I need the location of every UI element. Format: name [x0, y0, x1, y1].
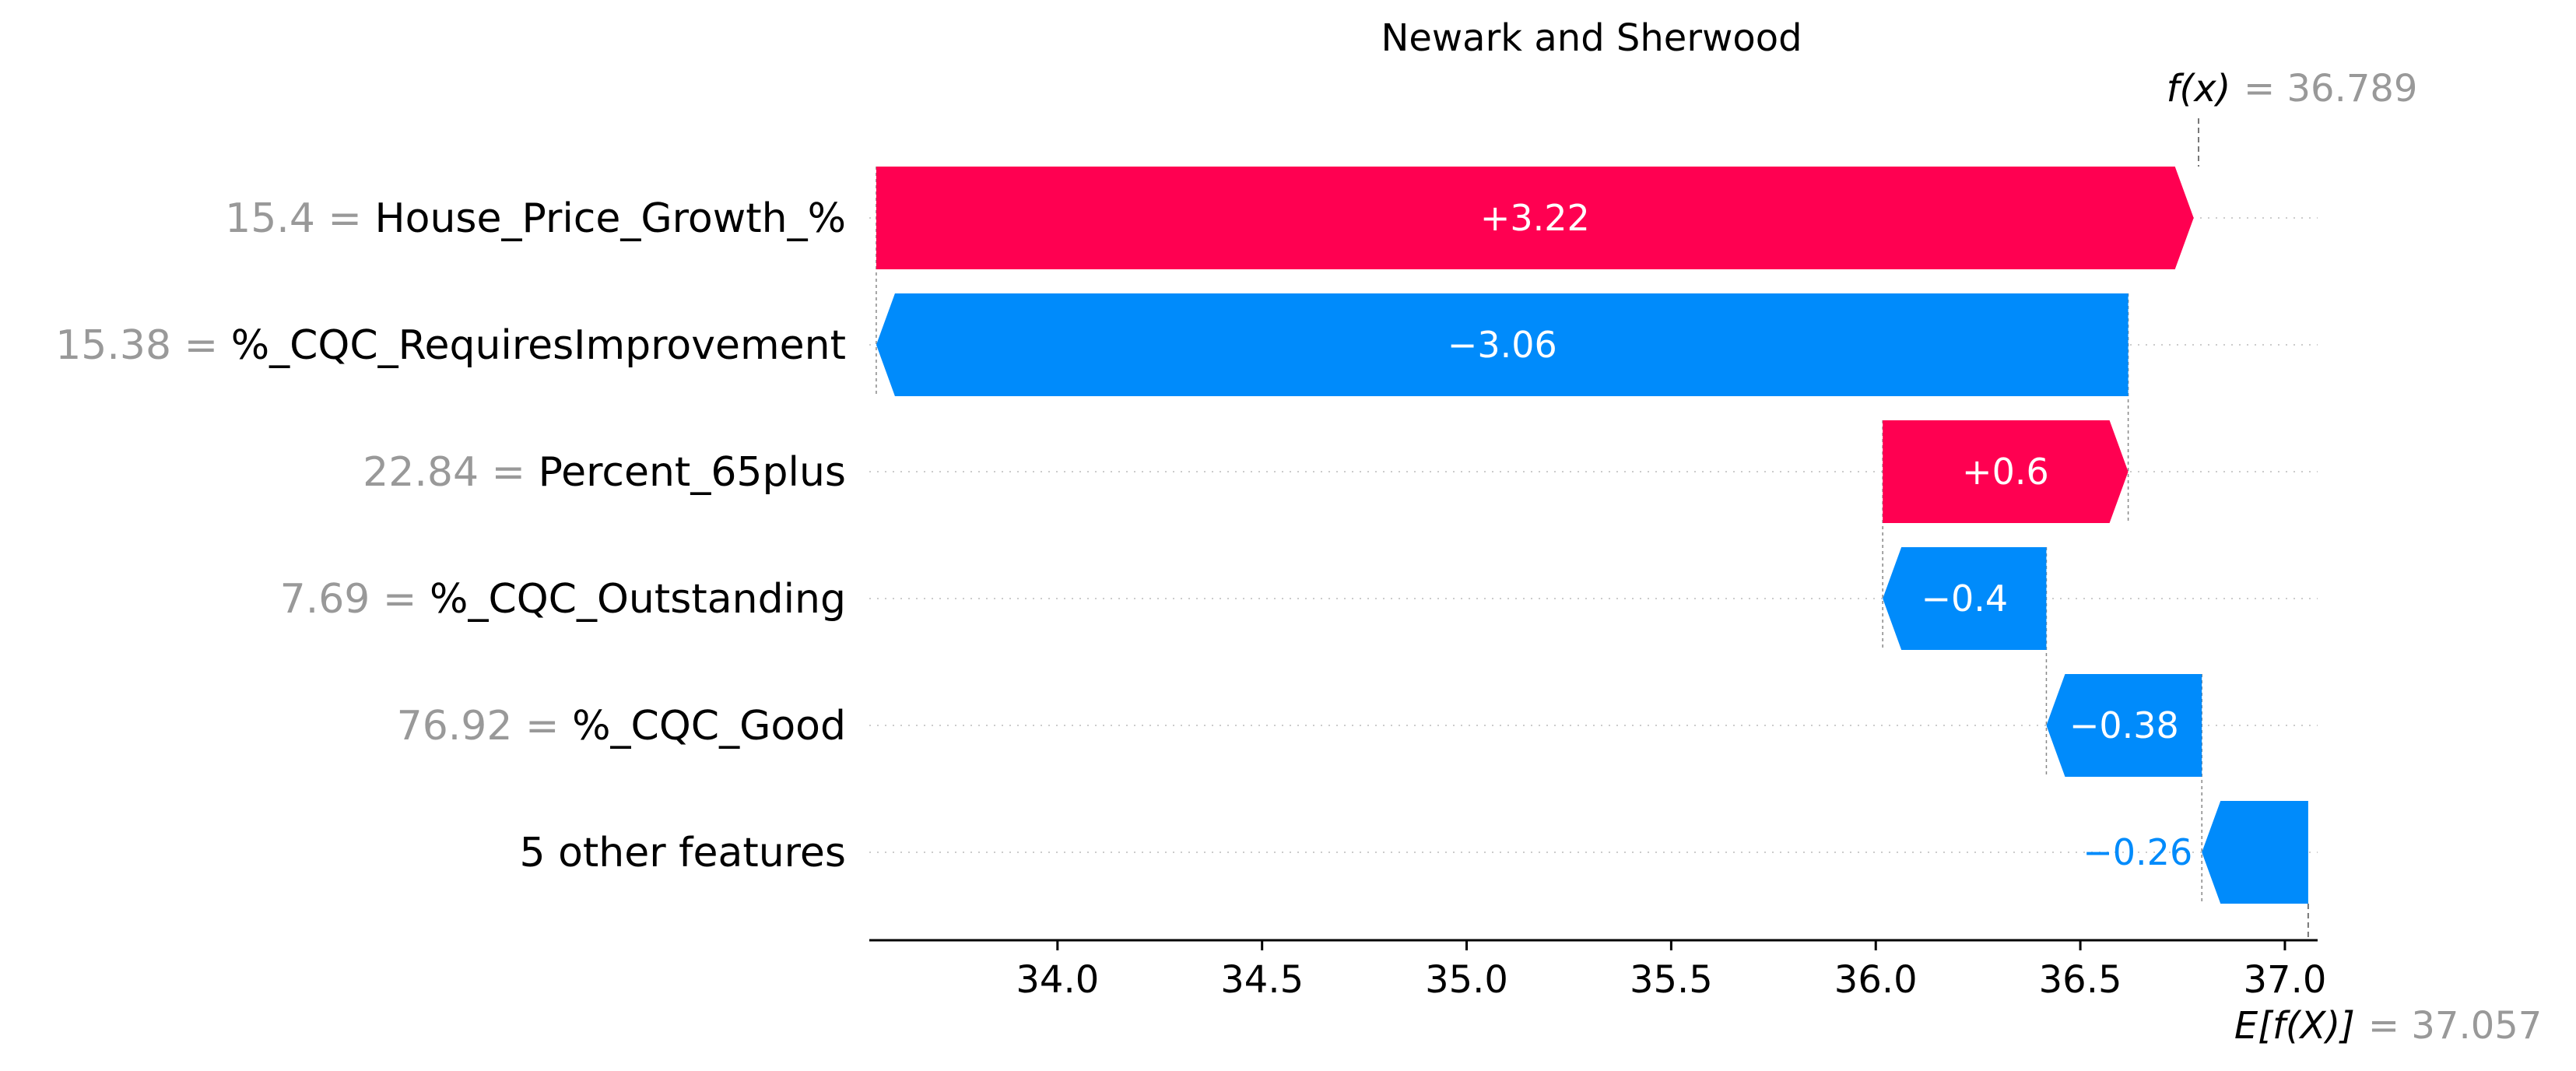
bar-value-label: −0.26: [2083, 831, 2192, 873]
bar-value-label: −3.06: [1448, 324, 1557, 366]
x-tick-label: 35.0: [1425, 958, 1508, 1002]
chart-title: Newark and Sherwood: [1381, 16, 1802, 60]
x-axis: 34.0 34.5 35.0 35.5 36.0 36.5 37.0: [869, 939, 2327, 1002]
feature-label: 22.84 = Percent_65plus: [363, 449, 846, 496]
bar-value-label: +0.6: [1962, 451, 2049, 493]
x-tick-label: 34.5: [1220, 958, 1304, 1002]
waterfall-bar: [1883, 547, 2047, 650]
x-tick-label: 37.0: [2244, 958, 2327, 1002]
annotation-layer: f(x) = 36.789 E[f(X)] = 37.057: [2167, 67, 2543, 1048]
feature-label: 15.4 = House_Price_Growth_%: [225, 195, 846, 242]
x-tick-label: 34.0: [1016, 958, 1099, 1002]
waterfall-bar: [1883, 420, 2129, 523]
feature-label: 76.92 = %_CQC_Good: [397, 703, 846, 750]
x-tick-label: 36.5: [2039, 958, 2122, 1002]
bar-value-label: −0.38: [2069, 704, 2179, 746]
feature-label: 7.69 = %_CQC_Outstanding: [280, 576, 846, 623]
waterfall-bar: [2046, 674, 2202, 777]
base-value-number: = 37.057: [2368, 1004, 2542, 1048]
waterfall-bar: [876, 293, 2129, 396]
bar-value-label: +3.22: [1480, 197, 1590, 239]
x-tick-label: 35.5: [1630, 958, 1713, 1002]
bar-layer: [876, 167, 2308, 904]
base-value-label: E[f(X)]: [2234, 1004, 2355, 1048]
waterfall-bar: [2202, 801, 2308, 904]
output-value-label: f(x): [2167, 67, 2231, 111]
feature-label: 5 other features: [519, 830, 846, 876]
label-layer: +3.22 15.4 = House_Price_Growth_% −3.06 15.…: [55, 195, 2192, 876]
feature-label: 15.38 = %_CQC_RequiresImprovement: [55, 322, 846, 369]
x-tick-label: 36.0: [1834, 958, 1918, 1002]
bar-value-label: −0.4: [1921, 578, 2008, 620]
output-value-number: = 36.789: [2244, 67, 2417, 111]
waterfall-bar: [876, 167, 2194, 269]
